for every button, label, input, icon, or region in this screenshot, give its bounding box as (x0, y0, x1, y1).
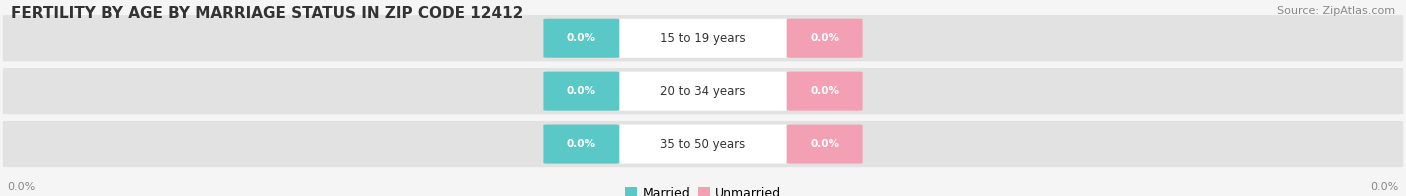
FancyBboxPatch shape (543, 19, 619, 58)
Text: 0.0%: 0.0% (7, 182, 35, 192)
Text: 0.0%: 0.0% (810, 86, 839, 96)
Text: 0.0%: 0.0% (567, 139, 596, 149)
FancyBboxPatch shape (3, 68, 1403, 114)
FancyBboxPatch shape (619, 19, 787, 58)
FancyBboxPatch shape (619, 72, 787, 111)
FancyBboxPatch shape (619, 124, 787, 164)
FancyBboxPatch shape (543, 124, 619, 164)
FancyBboxPatch shape (543, 72, 619, 111)
FancyBboxPatch shape (3, 121, 1403, 167)
Text: 0.0%: 0.0% (567, 33, 596, 43)
FancyBboxPatch shape (3, 15, 1403, 61)
FancyBboxPatch shape (787, 72, 863, 111)
Legend: Married, Unmarried: Married, Unmarried (624, 187, 782, 196)
Text: 0.0%: 0.0% (810, 139, 839, 149)
Text: FERTILITY BY AGE BY MARRIAGE STATUS IN ZIP CODE 12412: FERTILITY BY AGE BY MARRIAGE STATUS IN Z… (11, 6, 523, 21)
Text: 0.0%: 0.0% (567, 86, 596, 96)
FancyBboxPatch shape (787, 19, 863, 58)
FancyBboxPatch shape (787, 124, 863, 164)
Text: 0.0%: 0.0% (810, 33, 839, 43)
Text: 15 to 19 years: 15 to 19 years (661, 32, 745, 45)
Text: 0.0%: 0.0% (1371, 182, 1399, 192)
Text: Source: ZipAtlas.com: Source: ZipAtlas.com (1277, 6, 1395, 16)
Text: 20 to 34 years: 20 to 34 years (661, 85, 745, 98)
Text: 35 to 50 years: 35 to 50 years (661, 138, 745, 151)
